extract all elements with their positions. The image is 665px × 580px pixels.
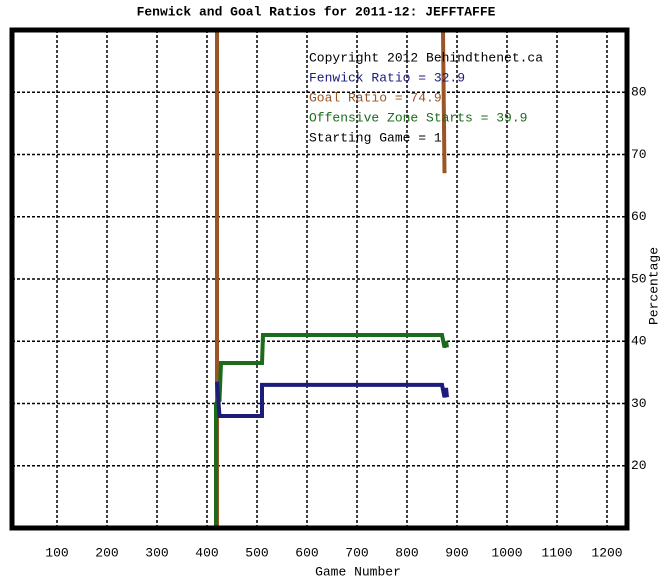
y-axis-label: Percentage	[646, 247, 661, 325]
x-axis-label: Game Number	[315, 564, 401, 579]
x-tick-label: 1100	[541, 545, 572, 560]
x-tick-label: 200	[95, 545, 118, 560]
y-tick-label: 70	[631, 147, 647, 162]
annotation: Goal Ratio = 74.9	[309, 90, 442, 105]
annotation: Copyright 2012 Behindthenet.ca	[309, 50, 543, 65]
x-tick-label: 700	[345, 545, 368, 560]
annotation: Fenwick Ratio = 32.9	[309, 70, 465, 85]
y-tick-label: 40	[631, 334, 647, 349]
annotation: Starting Game = 1	[309, 130, 442, 145]
plot-frame	[9, 27, 630, 531]
y-tick-label: 20	[631, 458, 647, 473]
y-tick-label: 80	[631, 85, 647, 100]
y-tick-label: 30	[631, 396, 647, 411]
y-tick-label: 60	[631, 209, 647, 224]
x-tick-label: 400	[195, 545, 218, 560]
x-tick-label: 1000	[491, 545, 522, 560]
x-tick-label: 500	[245, 545, 268, 560]
chart-title: Fenwick and Goal Ratios for 2011-12: JEF…	[137, 4, 496, 19]
x-tick-label: 300	[145, 545, 168, 560]
annotation: Offensive Zone Starts = 39.9	[309, 110, 527, 125]
x-tick-label: 100	[45, 545, 68, 560]
x-tick-label: 600	[295, 545, 318, 560]
x-tick-label: 1200	[591, 545, 622, 560]
x-tick-label: 900	[445, 545, 468, 560]
series-line	[215, 381, 449, 418]
y-tick-label: 50	[631, 271, 647, 286]
series-line	[214, 333, 449, 528]
x-tick-label: 800	[395, 545, 418, 560]
